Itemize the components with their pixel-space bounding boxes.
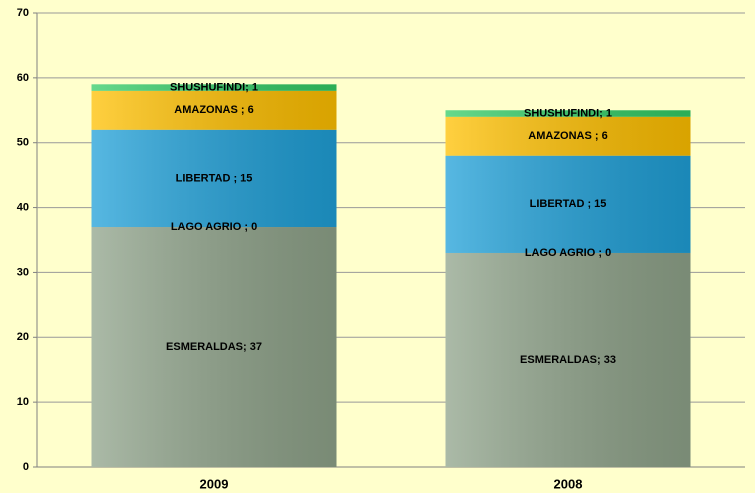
chart: 0 10 20 30 40 50 60 70 2009 ESMERALDAS; 37 LAGO AG… — [0, 0, 755, 493]
data-label: LAGO AGRIO ; 0 — [171, 221, 257, 233]
data-label: ESMERALDAS; 37 — [166, 341, 262, 353]
data-label: LIBERTAD ; 15 — [530, 198, 607, 210]
data-label: AMAZONAS ; 6 — [174, 104, 253, 116]
data-label: AMAZONAS ; 6 — [528, 130, 607, 142]
y-tick-label: 0 — [23, 461, 29, 473]
y-tick-label: 50 — [17, 137, 29, 149]
y-tick-label: 60 — [17, 72, 29, 84]
y-tick-label: 30 — [17, 266, 29, 278]
x-tick-label: 2009 — [200, 476, 229, 491]
y-tick-label: 40 — [17, 201, 29, 213]
data-label: LAGO AGRIO ; 0 — [525, 247, 611, 259]
data-label: SHUSHUFINDI; 1 — [170, 81, 258, 93]
y-tick-label: 70 — [17, 7, 29, 19]
data-label: SHUSHUFINDI; 1 — [524, 107, 612, 119]
data-label: ESMERALDAS; 33 — [520, 354, 616, 366]
x-tick-label: 2008 — [554, 476, 583, 491]
data-label: LIBERTAD ; 15 — [176, 172, 253, 184]
page: 0 10 20 30 40 50 60 70 2009 ESMERALDAS; 37 LAGO AG… — [0, 0, 755, 493]
y-tick-label: 20 — [17, 331, 29, 343]
y-tick-label: 10 — [17, 396, 29, 408]
